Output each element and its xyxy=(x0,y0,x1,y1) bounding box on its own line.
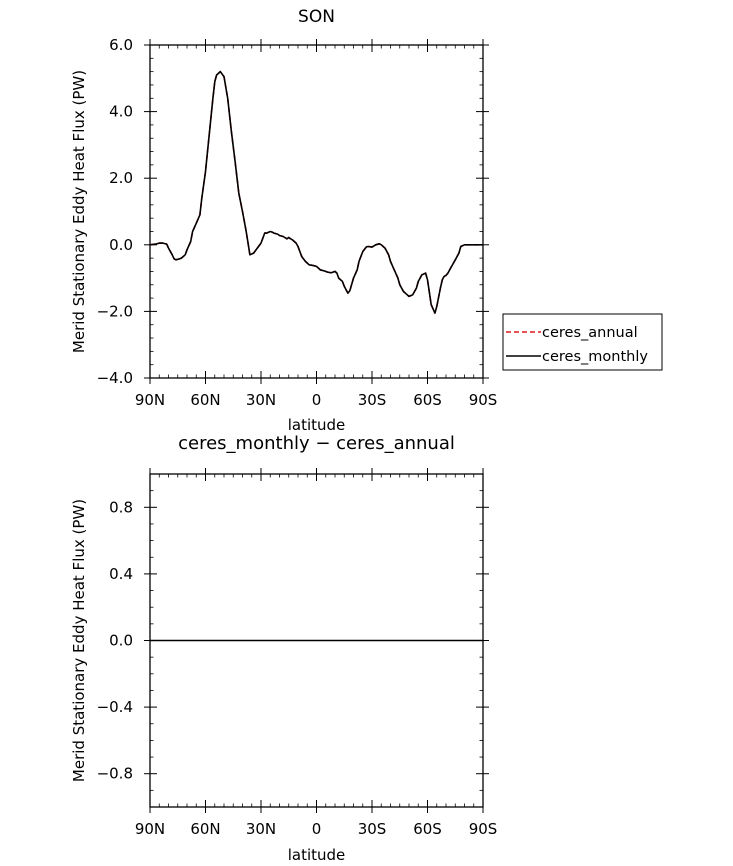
series-line-ceres-annual xyxy=(149,70,483,314)
x-tick-label: 60S xyxy=(413,391,442,409)
y-tick-label: 4.0 xyxy=(109,103,133,121)
top-chart-title: SON xyxy=(298,7,335,27)
y-tick-label: 2.0 xyxy=(109,169,133,187)
legend-label-ceres-monthly: ceres_monthly xyxy=(542,349,648,365)
x-tick-label: 30S xyxy=(358,820,387,838)
y-tick-label: 0.4 xyxy=(109,565,133,583)
x-tick-label: 30N xyxy=(246,820,276,838)
top-x-axis-label: latitude xyxy=(288,416,346,434)
y-tick-label: 0.0 xyxy=(109,632,133,650)
x-tick-label: 30N xyxy=(246,391,276,409)
top-y-axis-label: Merid Stationary Eddy Heat Flux (PW) xyxy=(70,70,88,353)
bottom-y-axis-label: Merid Stationary Eddy Heat Flux (PW) xyxy=(70,499,88,782)
legend-box xyxy=(502,313,663,371)
x-tick-label: 0 xyxy=(312,820,322,838)
series-line-ceres-monthly xyxy=(149,70,483,314)
x-tick-label: 90S xyxy=(469,391,498,409)
legend: ceres_annual ceres_monthly xyxy=(502,313,663,371)
x-tick-label: 90S xyxy=(469,820,498,838)
x-tick-label: 60N xyxy=(190,391,220,409)
y-tick-label: −2.0 xyxy=(97,302,133,320)
x-tick-label: 0 xyxy=(312,391,322,409)
y-tick-label: −0.8 xyxy=(97,765,133,783)
x-tick-label: 90N xyxy=(135,820,165,838)
y-tick-label: −4.0 xyxy=(97,369,133,387)
y-tick-label: 6.0 xyxy=(109,36,133,54)
y-tick-label: −0.4 xyxy=(97,698,133,716)
legend-label-ceres-annual: ceres_annual xyxy=(542,325,638,341)
bottom-chart-title: ceres_monthly − ceres_annual xyxy=(178,433,455,454)
bottom-x-axis-label: latitude xyxy=(288,846,346,864)
y-tick-label: 0.8 xyxy=(109,498,133,516)
x-tick-label: 30S xyxy=(358,391,387,409)
x-tick-label: 60S xyxy=(413,820,442,838)
x-tick-label: 60N xyxy=(190,820,220,838)
y-tick-label: 0.0 xyxy=(109,236,133,254)
top-panel: SON latitude Merid Stationary Eddy Heat … xyxy=(70,7,497,434)
x-tick-label: 90N xyxy=(135,391,165,409)
bottom-panel: ceres_monthly − ceres_annual latitude Me… xyxy=(70,433,497,864)
